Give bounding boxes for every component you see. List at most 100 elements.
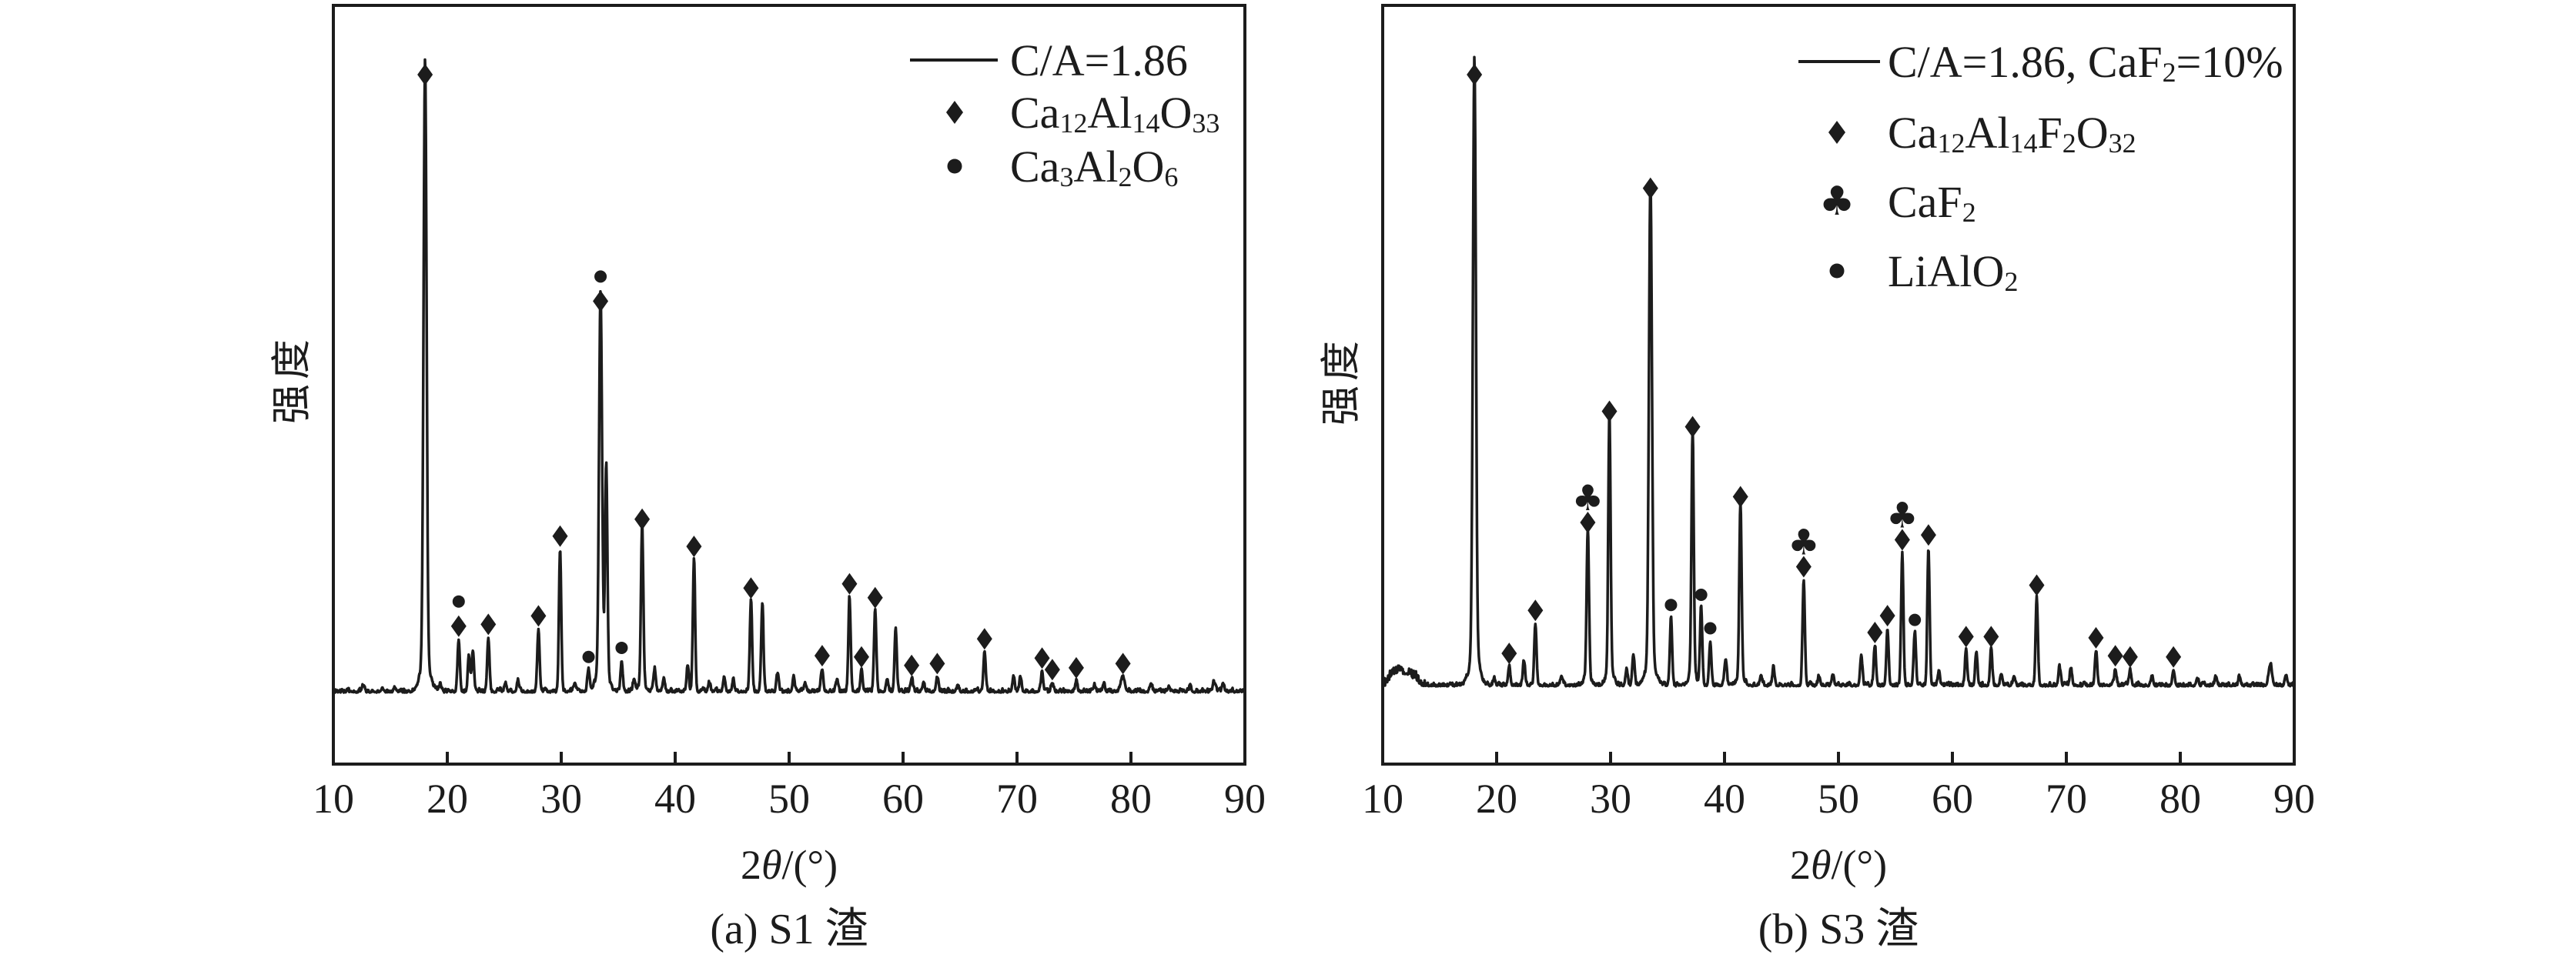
x-axis-tick-label: 70 [996, 776, 1038, 822]
legend-item: LiAlO2 [1829, 246, 2018, 297]
panel-caption: (a) S1 渣 [710, 906, 868, 953]
diamond-marker-icon [450, 615, 467, 637]
x-axis-tick-label: 20 [1476, 776, 1517, 822]
diffraction-pattern-curve [332, 58, 1246, 694]
circle-marker-icon [615, 641, 628, 654]
diamond-marker-icon [841, 572, 858, 595]
legend-label: Ca3Al2O6 [1010, 142, 1178, 192]
y-axis-title: 强度 [1320, 336, 1364, 426]
x-axis-tick-label: 70 [2046, 776, 2087, 822]
diamond-marker-icon [2107, 645, 2123, 667]
x-axis-tick-label: 90 [2273, 776, 2315, 822]
x-axis-tick-label: 80 [1110, 776, 1152, 822]
diamond-marker-icon [1115, 653, 1131, 675]
diamond-marker-icon [1034, 647, 1050, 669]
club-marker-icon: ♣ [1572, 477, 1604, 519]
legend-item: Ca3Al2O6 [947, 142, 1178, 192]
x-axis-tick-label: 30 [540, 776, 582, 822]
x-axis-title: 2θ/(°) [1790, 842, 1887, 888]
diamond-marker-icon [1684, 416, 1701, 438]
x-axis-tick-label: 50 [768, 776, 810, 822]
legend-label: LiAlO2 [1888, 246, 2018, 297]
diamond-marker-icon [1501, 643, 1517, 665]
x-axis-tick-label: 90 [1224, 776, 1266, 822]
diamond-marker-icon [814, 645, 830, 667]
legend-item: C/A=1.86, CaF2=10% [1798, 37, 2283, 88]
diamond-marker-icon [2088, 626, 2104, 649]
x-axis-tick-label: 10 [1362, 776, 1403, 822]
phase-markers: ♣ ♣ ♣ [1467, 64, 2182, 668]
diamond-marker-icon [2029, 574, 2045, 596]
diamond-marker-icon [946, 101, 963, 124]
diamond-marker-icon [530, 605, 547, 627]
diamond-marker-icon [2122, 646, 2138, 668]
x-axis: 10 20 30 40 50 60 70 80 90 [313, 752, 1266, 822]
circle-marker-icon [1909, 613, 1922, 626]
diamond-marker-icon [480, 613, 497, 636]
legend: C/A=1.86, CaF2=10% Ca12Al14F2O32 ♣ CaF2 LiAl… [1798, 37, 2283, 297]
legend-label: CaF2 [1888, 177, 1976, 228]
panel-caption: (b) S3 渣 [1758, 906, 1919, 953]
diamond-marker-icon [1642, 177, 1658, 199]
diamond-marker-icon [743, 577, 759, 599]
legend-label: C/A=1.86 [1010, 35, 1188, 85]
diamond-marker-icon [1983, 626, 1999, 648]
diamond-marker-icon [1527, 599, 1544, 622]
x-axis-tick-label: 40 [1704, 776, 1745, 822]
circle-marker-icon [452, 595, 465, 608]
x-axis-tick-label: 60 [1932, 776, 1973, 822]
legend-label: Ca12Al14F2O32 [1888, 108, 2136, 159]
circle-marker-icon [1694, 588, 1708, 601]
diamond-marker-icon [1879, 605, 1895, 627]
legend-item: C/A=1.86 [910, 35, 1188, 85]
diamond-marker-icon [1894, 529, 1910, 551]
x-axis-tick-label: 50 [1818, 776, 1859, 822]
x-axis-title: 2θ/(°) [741, 842, 838, 888]
diamond-marker-icon [976, 628, 992, 650]
diamond-marker-icon [1920, 524, 1936, 546]
legend-label: Ca12Al14O33 [1010, 88, 1219, 139]
club-marker-icon: ♣ [1886, 495, 1918, 536]
diamond-marker-icon [634, 508, 651, 530]
diamond-marker-icon [1795, 556, 1812, 578]
circle-marker-icon [594, 270, 607, 283]
phase-markers [417, 64, 1131, 681]
diamond-marker-icon [1580, 511, 1596, 533]
plot-frame [1381, 4, 2296, 766]
circle-marker-icon [947, 159, 962, 174]
x-axis-tick-label: 10 [313, 776, 354, 822]
diamond-marker-icon [593, 290, 609, 312]
diamond-marker-icon [1068, 656, 1084, 679]
x-axis-tick-label: 40 [654, 776, 696, 822]
xrd-panel-a: 10 20 30 40 50 60 70 80 90 2θ/(°) (a) S1 渣 强度 C/A=1.… [271, 4, 1266, 953]
diamond-marker-icon [1601, 400, 1618, 422]
diamond-marker-icon [1828, 121, 1845, 144]
club-marker-icon: ♣ [1819, 179, 1855, 225]
circle-marker-icon [1829, 263, 1845, 279]
legend-item: ♣ CaF2 [1819, 177, 1976, 228]
diamond-marker-icon [904, 654, 920, 676]
diamond-marker-icon [1044, 659, 1060, 681]
x-axis-tick-label: 80 [2159, 776, 2201, 822]
diamond-marker-icon [1467, 64, 1483, 85]
diamond-marker-icon [417, 64, 433, 85]
diamond-marker-icon [552, 525, 568, 547]
x-axis: 10 20 30 40 50 60 70 80 90 [1362, 752, 2315, 822]
legend-item: Ca12Al14F2O32 [1828, 108, 2136, 159]
diamond-marker-icon [1958, 626, 1974, 648]
circle-marker-icon [1664, 599, 1678, 612]
x-axis-tick-label: 30 [1590, 776, 1631, 822]
x-axis-tick-label: 20 [427, 776, 468, 822]
x-axis-tick-label: 60 [882, 776, 924, 822]
diamond-marker-icon [2166, 646, 2182, 668]
legend-label: C/A=1.86, CaF2=10% [1888, 37, 2283, 88]
club-marker-icon: ♣ [1788, 521, 1819, 562]
diamond-marker-icon [853, 646, 869, 668]
diamond-marker-icon [1867, 621, 1883, 643]
circle-marker-icon [582, 650, 595, 663]
diffraction-pattern-curve [1381, 55, 2296, 688]
